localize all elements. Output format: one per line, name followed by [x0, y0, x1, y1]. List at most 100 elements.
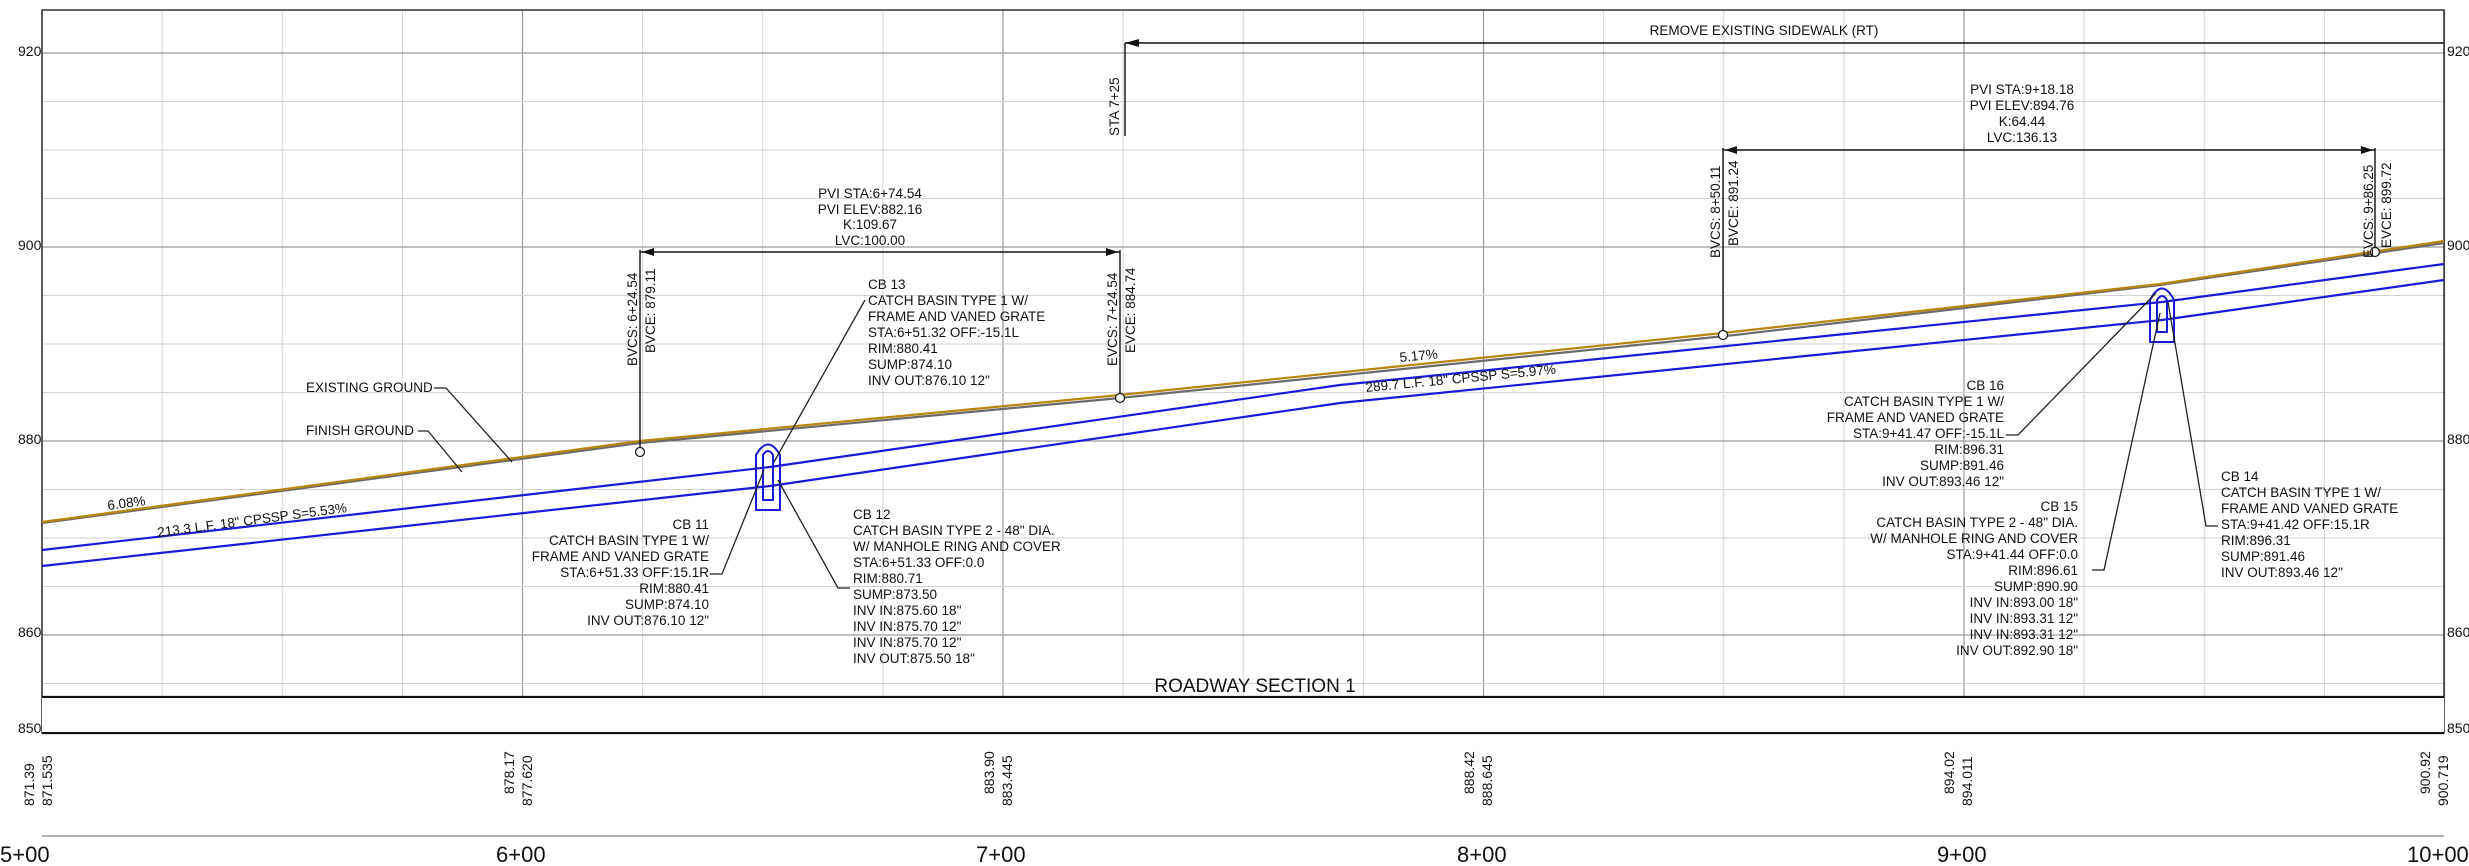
cb16-text-line: INV OUT:893.46 12" [1882, 474, 2004, 489]
cb15-text-line: RIM:896.61 [2008, 563, 2078, 578]
cb11-text-line: INV OUT:876.10 12" [587, 613, 709, 628]
cb15-text-line: INV OUT:892.90 18" [1956, 643, 2078, 658]
elevation-label: 920 [2447, 43, 2469, 59]
cb16-label: CB 16 CATCH BASIN TYPE 1 W/ FRAME AND VA… [1827, 292, 2157, 489]
station-label: 10+00 [2407, 842, 2469, 866]
cb16-text-line: RIM:896.31 [1934, 442, 2004, 457]
cb11-text-line: STA:6+51.33 OFF:15.1R [560, 565, 709, 580]
cb11-leader [710, 469, 765, 575]
cb11-text-line: FRAME AND VANED GRATE [532, 549, 709, 564]
bvc-elevation-label: BVCE: 879.11 [643, 268, 658, 353]
pvi-elevation-label: PVI ELEV:882.16 [818, 202, 923, 217]
existing-elevation-value: 900.92 [2417, 751, 2433, 794]
ground-labels: EXISTING GROUND FINISH GROUND [306, 380, 513, 473]
start-grade-label: 6.08% [106, 493, 146, 513]
existing-ground-leader [434, 387, 513, 463]
first-pipe-label: 213.3 L.F. 18" CPSSP S=5.53% [156, 500, 347, 540]
cb12-text-line: RIM:880.71 [853, 571, 923, 586]
cb14-leader [2167, 301, 2218, 527]
pipe-crown-line [41, 262, 2445, 552]
elevation-label: 850 [18, 720, 42, 736]
evc-station-label: EVCS: 9+86.25 [2361, 165, 2376, 258]
curve-span-arrow-right [1106, 248, 1118, 256]
cb13-text-line: RIM:880.41 [868, 341, 938, 356]
cb12-leader [777, 479, 850, 589]
bvc-elevation-label: BVCE: 891.24 [1726, 160, 1741, 246]
bvc-station-label: BVCS: 6+24.54 [625, 272, 640, 366]
elevation-labels-left: 920 900 880 860 850 [18, 43, 42, 736]
evc-elevation-label: EVCE: 899.72 [2379, 162, 2394, 248]
section-title: ROADWAY SECTION 1 [1154, 676, 1355, 697]
existing-elevation-value: 883.90 [981, 751, 997, 794]
structure-cb-sta-6-51 [755, 443, 781, 511]
station-elevations: 871.39 871.535 878.17 877.620 883.90 883… [21, 751, 2451, 806]
mid-grade-label: 5.17% [1399, 346, 1439, 365]
elevation-labels-right: 920 900 880 860 850 [2447, 43, 2469, 736]
cb16-text-line: FRAME AND VANED GRATE [1827, 410, 2004, 425]
cb12-text-line: CATCH BASIN TYPE 2 - 48" DIA. [853, 523, 1055, 538]
elevation-label: 850 [2447, 720, 2469, 736]
cb12-text-line: STA:6+51.33 OFF:0.0 [853, 555, 984, 570]
existing-elevation-value: 888.42 [1461, 751, 1477, 794]
sidewalk-removal-arrowhead [1125, 39, 1139, 47]
elevation-label: 880 [18, 431, 42, 447]
proposed-elevation-value: 888.645 [1479, 755, 1495, 806]
cb11-text-line: CATCH BASIN TYPE 1 W/ [549, 533, 709, 548]
elevation-label: 920 [18, 43, 42, 59]
curve-k-label: K:109.67 [843, 217, 897, 232]
existing-elevation-value: 878.17 [501, 751, 517, 794]
cb13-text-line: CB 13 [868, 277, 906, 292]
pvi-elevation-label: PVI ELEV:894.76 [1970, 98, 2075, 113]
cb13-text-line: STA:6+51.32 OFF:-15.1L [868, 325, 1019, 340]
cb11-text-line: CB 11 [672, 517, 709, 532]
elevation-label: 860 [18, 624, 42, 640]
sidewalk-removal-label: REMOVE EXISTING SIDEWALK (RT) [1650, 23, 1879, 38]
cb14-text-line: SUMP:891.46 [2221, 549, 2305, 564]
cb13-text-line: FRAME AND VANED GRATE [868, 309, 1045, 324]
curve-span-arrow-right [2361, 146, 2373, 154]
elevation-label: 860 [2447, 624, 2469, 640]
pvi-station-label: PVI STA:9+18.18 [1970, 82, 2074, 97]
cb16-text-line: CATCH BASIN TYPE 1 W/ [1844, 394, 2004, 409]
cb12-text-line: INV IN:875.70 12" [853, 619, 962, 634]
elevation-label: 880 [2447, 431, 2469, 447]
cb12-label: CB 12 CATCH BASIN TYPE 2 - 48" DIA. W/ M… [777, 479, 1061, 666]
cb14-text-line: RIM:896.31 [2221, 533, 2291, 548]
station-label: 9+00 [1937, 842, 1987, 866]
evc-point [2369, 246, 2381, 258]
bvc-point [634, 446, 646, 458]
cb11-text-line: SUMP:874.10 [625, 597, 709, 612]
pvi-station-label: PVI STA:6+74.54 [818, 186, 922, 201]
cb15-text-line: INV IN:893.31 12" [1970, 627, 2079, 642]
sta-marker-label: STA 7+25 [1107, 77, 1122, 136]
cb11-text-line: RIM:880.41 [639, 581, 709, 596]
proposed-elevation-value: 894.011 [1959, 756, 1975, 806]
cb13-text-line: SUMP:874.10 [868, 357, 952, 372]
cb14-text-line: CB 14 [2221, 469, 2259, 484]
grid [41, 10, 2446, 697]
existing-ground-label: EXISTING GROUND [306, 380, 433, 395]
cb14-text-line: FRAME AND VANED GRATE [2221, 501, 2398, 516]
cb16-text-line: CB 16 [1966, 378, 2004, 393]
cb14-text-line: STA:9+41.42 OFF:15.1R [2221, 517, 2370, 532]
cb15-text-line: CB 15 [2040, 499, 2078, 514]
cb12-text-line: SUMP:873.50 [853, 587, 937, 602]
elevation-label: 900 [18, 237, 42, 253]
pipe-invert-line [41, 278, 2445, 568]
vertical-curve-1: BVCS: 6+24.54 BVCE: 879.11 EVCS: 7+24.54… [625, 186, 1138, 458]
sidewalk-removal-note: REMOVE EXISTING SIDEWALK (RT) STA 7+25 [1107, 23, 2444, 136]
vertical-curve-2: BVCS: 8+50.11 BVCE: 891.24 EVCS: 9+86.25… [1708, 82, 2394, 341]
cb14-text-line: INV OUT:893.46 12" [2221, 565, 2343, 580]
curve-length-label: LVC:100.00 [835, 233, 905, 248]
cb16-text-line: SUMP:891.46 [1920, 458, 2004, 473]
station-label: 6+00 [496, 842, 546, 866]
station-labels: 5+00 6+00 7+00 8+00 9+00 10+00 [0, 842, 2469, 866]
cb12-text-line: CB 12 [853, 507, 891, 522]
cb15-leader [2092, 312, 2161, 571]
finish-ground-line [41, 239, 2445, 524]
bvc-station-label: BVCS: 8+50.11 [1708, 166, 1723, 258]
station-label: 8+00 [1457, 842, 1507, 866]
cb13-label: CB 13 CATCH BASIN TYPE 1 W/ FRAME AND VA… [773, 277, 1045, 463]
cb12-text-line: INV IN:875.60 18" [853, 603, 962, 618]
